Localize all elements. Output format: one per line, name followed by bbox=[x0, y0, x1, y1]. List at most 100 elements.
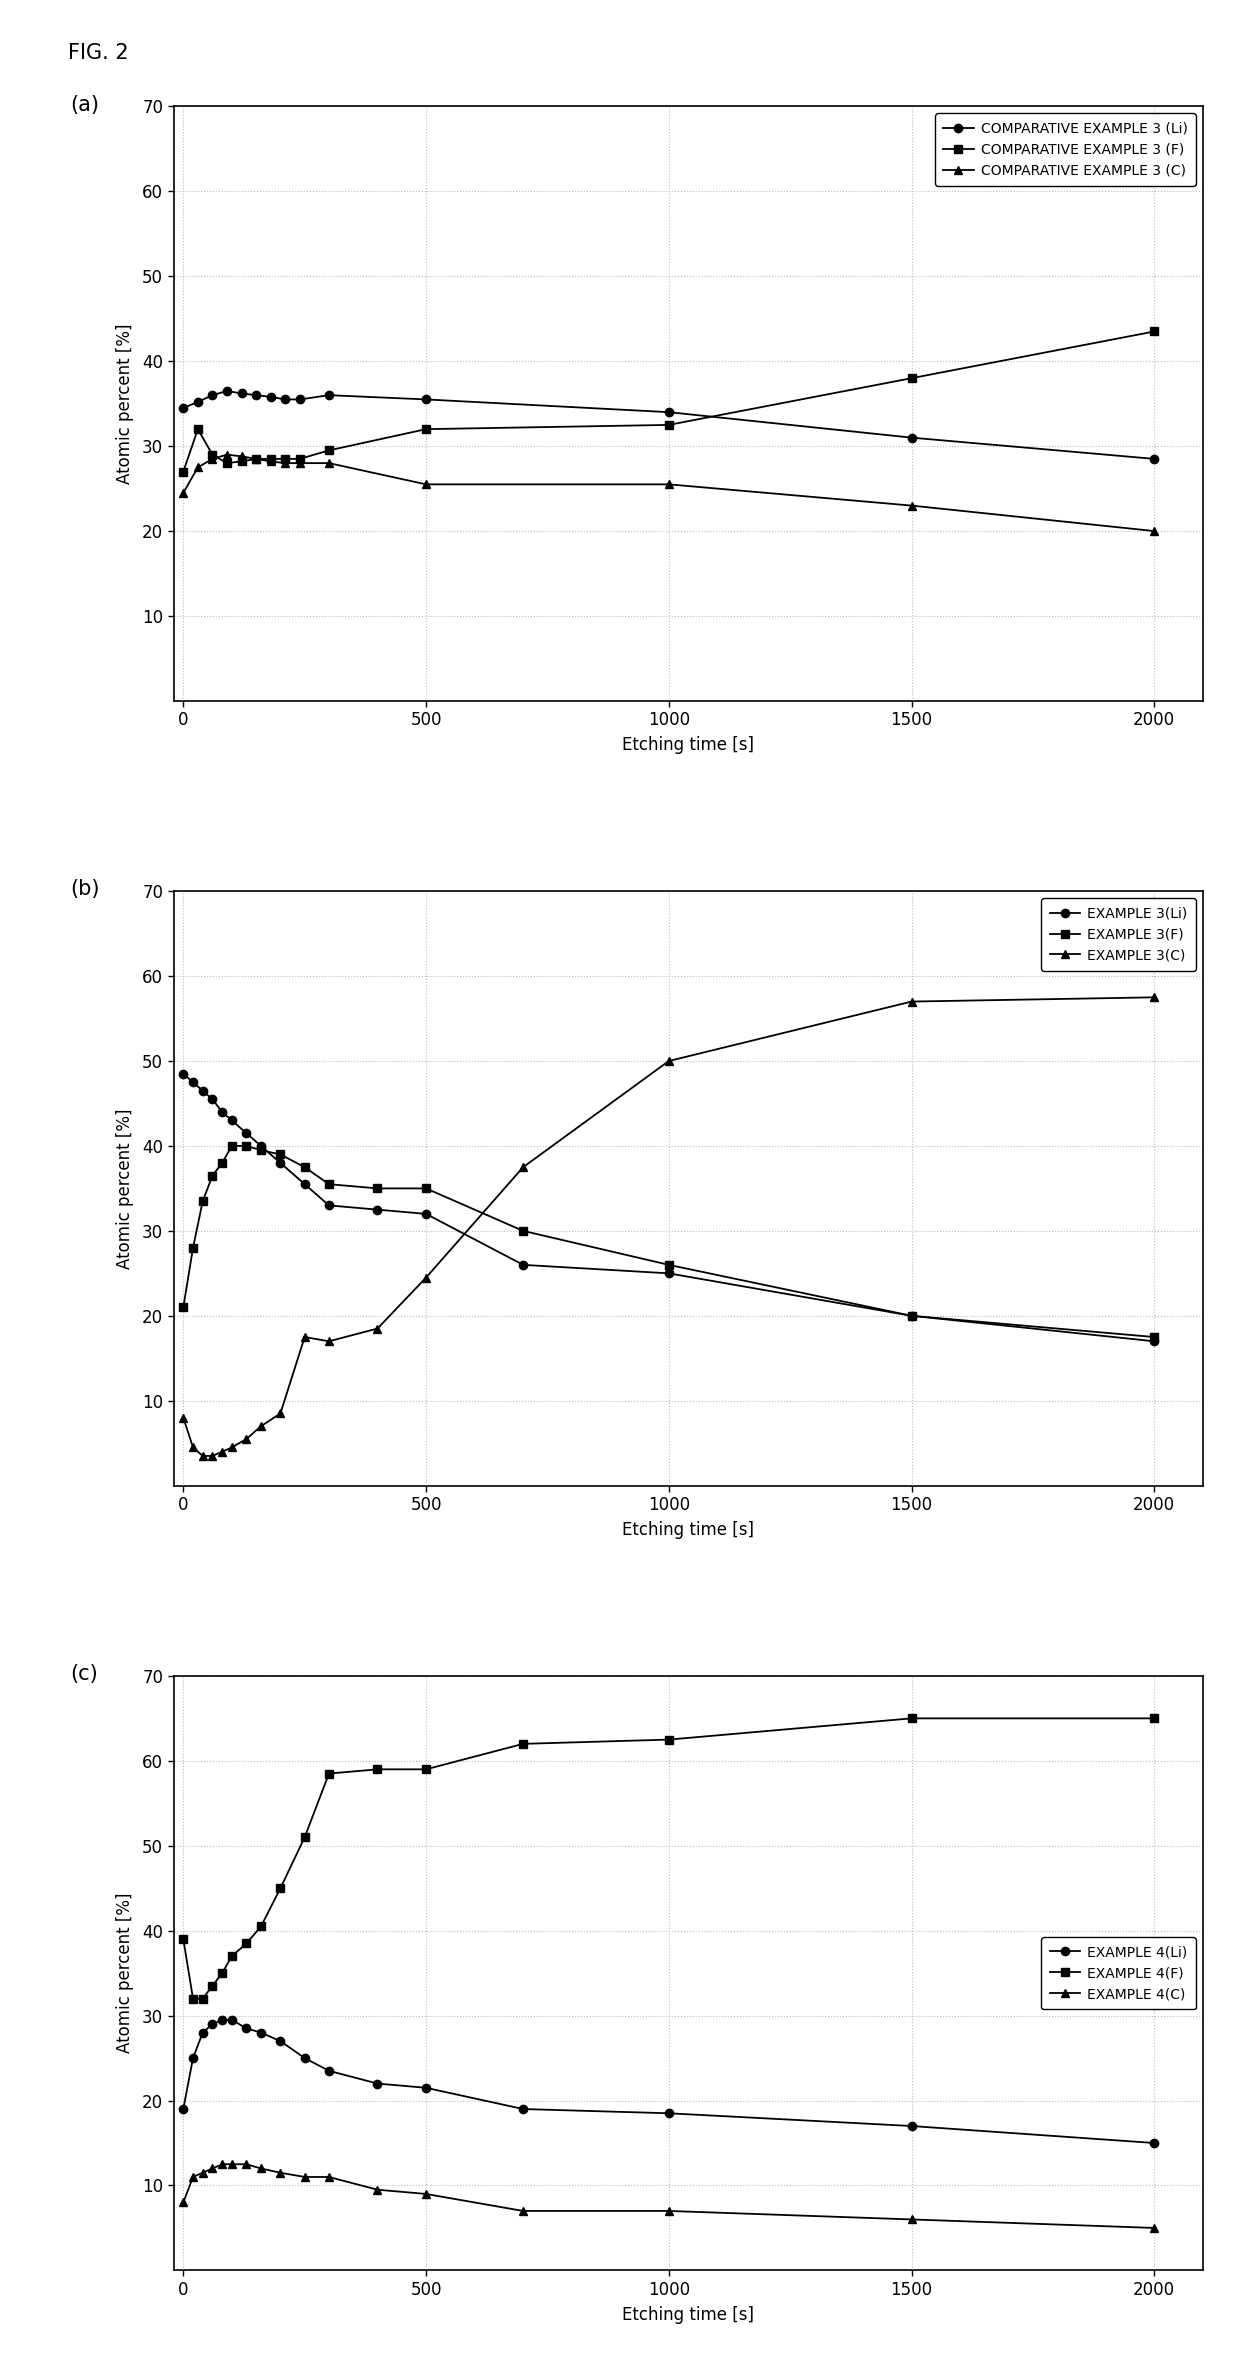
EXAMPLE 3(Li) bbox=[419, 1199, 434, 1227]
EXAMPLE 4(F) bbox=[321, 1760, 336, 1788]
EXAMPLE 3(F) bbox=[661, 1251, 676, 1279]
EXAMPLE 3(F) bbox=[186, 1235, 201, 1263]
EXAMPLE 3(Li) bbox=[661, 1258, 676, 1287]
EXAMPLE 4(C) bbox=[321, 2162, 336, 2190]
X-axis label: Etching time [s]: Etching time [s] bbox=[622, 736, 754, 754]
EXAMPLE 4(F) bbox=[419, 1755, 434, 1783]
EXAMPLE 3(C) bbox=[239, 1424, 254, 1452]
EXAMPLE 4(F) bbox=[298, 1823, 312, 1852]
EXAMPLE 3(C) bbox=[321, 1327, 336, 1355]
X-axis label: Etching time [s]: Etching time [s] bbox=[622, 1521, 754, 1540]
EXAMPLE 4(C) bbox=[419, 2181, 434, 2209]
COMPARATIVE EXAMPLE 3 (C) bbox=[904, 492, 919, 520]
EXAMPLE 3(C) bbox=[298, 1322, 312, 1350]
EXAMPLE 4(C) bbox=[239, 2150, 254, 2178]
COMPARATIVE EXAMPLE 3 (F) bbox=[219, 449, 234, 478]
EXAMPLE 4(F) bbox=[253, 1913, 268, 1942]
EXAMPLE 3(C) bbox=[224, 1433, 239, 1462]
COMPARATIVE EXAMPLE 3 (C) bbox=[219, 440, 234, 468]
EXAMPLE 3(F) bbox=[516, 1216, 531, 1244]
COMPARATIVE EXAMPLE 3 (Li) bbox=[278, 385, 293, 414]
EXAMPLE 3(Li) bbox=[253, 1133, 268, 1161]
EXAMPLE 3(F) bbox=[253, 1135, 268, 1164]
EXAMPLE 4(C) bbox=[253, 2155, 268, 2183]
Legend: EXAMPLE 4(Li), EXAMPLE 4(F), EXAMPLE 4(C): EXAMPLE 4(Li), EXAMPLE 4(F), EXAMPLE 4(C… bbox=[1042, 1937, 1195, 2010]
Text: (c): (c) bbox=[71, 1665, 98, 1684]
EXAMPLE 3(F) bbox=[224, 1133, 239, 1161]
COMPARATIVE EXAMPLE 3 (F) bbox=[234, 447, 249, 475]
COMPARATIVE EXAMPLE 3 (Li) bbox=[234, 378, 249, 407]
EXAMPLE 4(C) bbox=[195, 2159, 210, 2188]
EXAMPLE 4(F) bbox=[205, 1972, 219, 2001]
COMPARATIVE EXAMPLE 3 (Li) bbox=[249, 381, 264, 409]
EXAMPLE 4(C) bbox=[298, 2162, 312, 2190]
EXAMPLE 4(F) bbox=[176, 1925, 191, 1953]
Legend: COMPARATIVE EXAMPLE 3 (Li), COMPARATIVE EXAMPLE 3 (F), COMPARATIVE EXAMPLE 3 (C): COMPARATIVE EXAMPLE 3 (Li), COMPARATIVE … bbox=[935, 114, 1195, 187]
COMPARATIVE EXAMPLE 3 (Li) bbox=[321, 381, 336, 409]
EXAMPLE 3(Li) bbox=[370, 1194, 384, 1223]
EXAMPLE 3(C) bbox=[904, 986, 919, 1015]
EXAMPLE 3(F) bbox=[321, 1171, 336, 1199]
EXAMPLE 3(F) bbox=[1147, 1322, 1162, 1350]
EXAMPLE 3(C) bbox=[205, 1443, 219, 1471]
EXAMPLE 4(Li) bbox=[195, 2017, 210, 2046]
EXAMPLE 3(C) bbox=[419, 1263, 434, 1291]
COMPARATIVE EXAMPLE 3 (Li) bbox=[661, 397, 676, 426]
COMPARATIVE EXAMPLE 3 (C) bbox=[205, 445, 219, 473]
COMPARATIVE EXAMPLE 3 (C) bbox=[249, 445, 264, 473]
COMPARATIVE EXAMPLE 3 (F) bbox=[278, 445, 293, 473]
EXAMPLE 3(F) bbox=[904, 1301, 919, 1329]
EXAMPLE 4(C) bbox=[205, 2155, 219, 2183]
EXAMPLE 3(Li) bbox=[904, 1301, 919, 1329]
EXAMPLE 3(Li) bbox=[186, 1069, 201, 1097]
COMPARATIVE EXAMPLE 3 (C) bbox=[191, 454, 206, 482]
COMPARATIVE EXAMPLE 3 (F) bbox=[661, 412, 676, 440]
COMPARATIVE EXAMPLE 3 (C) bbox=[263, 447, 278, 475]
COMPARATIVE EXAMPLE 3 (C) bbox=[234, 442, 249, 471]
Line: COMPARATIVE EXAMPLE 3 (Li): COMPARATIVE EXAMPLE 3 (Li) bbox=[179, 388, 1158, 464]
EXAMPLE 3(F) bbox=[419, 1175, 434, 1204]
Line: EXAMPLE 4(F): EXAMPLE 4(F) bbox=[179, 1715, 1158, 2003]
EXAMPLE 3(Li) bbox=[273, 1149, 288, 1178]
COMPARATIVE EXAMPLE 3 (F) bbox=[419, 414, 434, 442]
COMPARATIVE EXAMPLE 3 (Li) bbox=[1147, 445, 1162, 473]
COMPARATIVE EXAMPLE 3 (Li) bbox=[176, 393, 191, 421]
EXAMPLE 3(Li) bbox=[321, 1192, 336, 1220]
EXAMPLE 3(C) bbox=[195, 1443, 210, 1471]
COMPARATIVE EXAMPLE 3 (Li) bbox=[419, 385, 434, 414]
Text: (b): (b) bbox=[71, 880, 100, 899]
EXAMPLE 3(C) bbox=[661, 1048, 676, 1076]
COMPARATIVE EXAMPLE 3 (Li) bbox=[191, 388, 206, 416]
EXAMPLE 4(C) bbox=[1147, 2214, 1162, 2242]
EXAMPLE 3(C) bbox=[253, 1412, 268, 1440]
EXAMPLE 4(F) bbox=[273, 1873, 288, 1901]
EXAMPLE 4(C) bbox=[904, 2204, 919, 2233]
EXAMPLE 4(Li) bbox=[215, 2006, 229, 2034]
Text: FIG. 2: FIG. 2 bbox=[68, 43, 129, 61]
EXAMPLE 4(C) bbox=[224, 2150, 239, 2178]
EXAMPLE 4(C) bbox=[516, 2197, 531, 2225]
EXAMPLE 3(F) bbox=[273, 1140, 288, 1168]
EXAMPLE 4(Li) bbox=[176, 2095, 191, 2124]
Line: EXAMPLE 3(F): EXAMPLE 3(F) bbox=[179, 1142, 1158, 1341]
EXAMPLE 3(C) bbox=[1147, 984, 1162, 1012]
EXAMPLE 4(F) bbox=[215, 1958, 229, 1987]
Line: COMPARATIVE EXAMPLE 3 (C): COMPARATIVE EXAMPLE 3 (C) bbox=[179, 449, 1158, 534]
EXAMPLE 4(C) bbox=[273, 2159, 288, 2188]
EXAMPLE 3(Li) bbox=[176, 1060, 191, 1088]
EXAMPLE 4(F) bbox=[516, 1729, 531, 1757]
EXAMPLE 3(Li) bbox=[239, 1119, 254, 1147]
EXAMPLE 3(F) bbox=[205, 1161, 219, 1190]
EXAMPLE 4(C) bbox=[215, 2150, 229, 2178]
EXAMPLE 4(Li) bbox=[370, 2069, 384, 2098]
COMPARATIVE EXAMPLE 3 (C) bbox=[419, 471, 434, 499]
EXAMPLE 3(Li) bbox=[205, 1086, 219, 1114]
COMPARATIVE EXAMPLE 3 (F) bbox=[321, 435, 336, 464]
EXAMPLE 4(Li) bbox=[205, 2010, 219, 2039]
EXAMPLE 4(F) bbox=[195, 1984, 210, 2013]
EXAMPLE 4(F) bbox=[904, 1705, 919, 1734]
X-axis label: Etching time [s]: Etching time [s] bbox=[622, 2306, 754, 2325]
COMPARATIVE EXAMPLE 3 (F) bbox=[904, 364, 919, 393]
EXAMPLE 4(Li) bbox=[661, 2100, 676, 2128]
EXAMPLE 3(C) bbox=[215, 1438, 229, 1466]
